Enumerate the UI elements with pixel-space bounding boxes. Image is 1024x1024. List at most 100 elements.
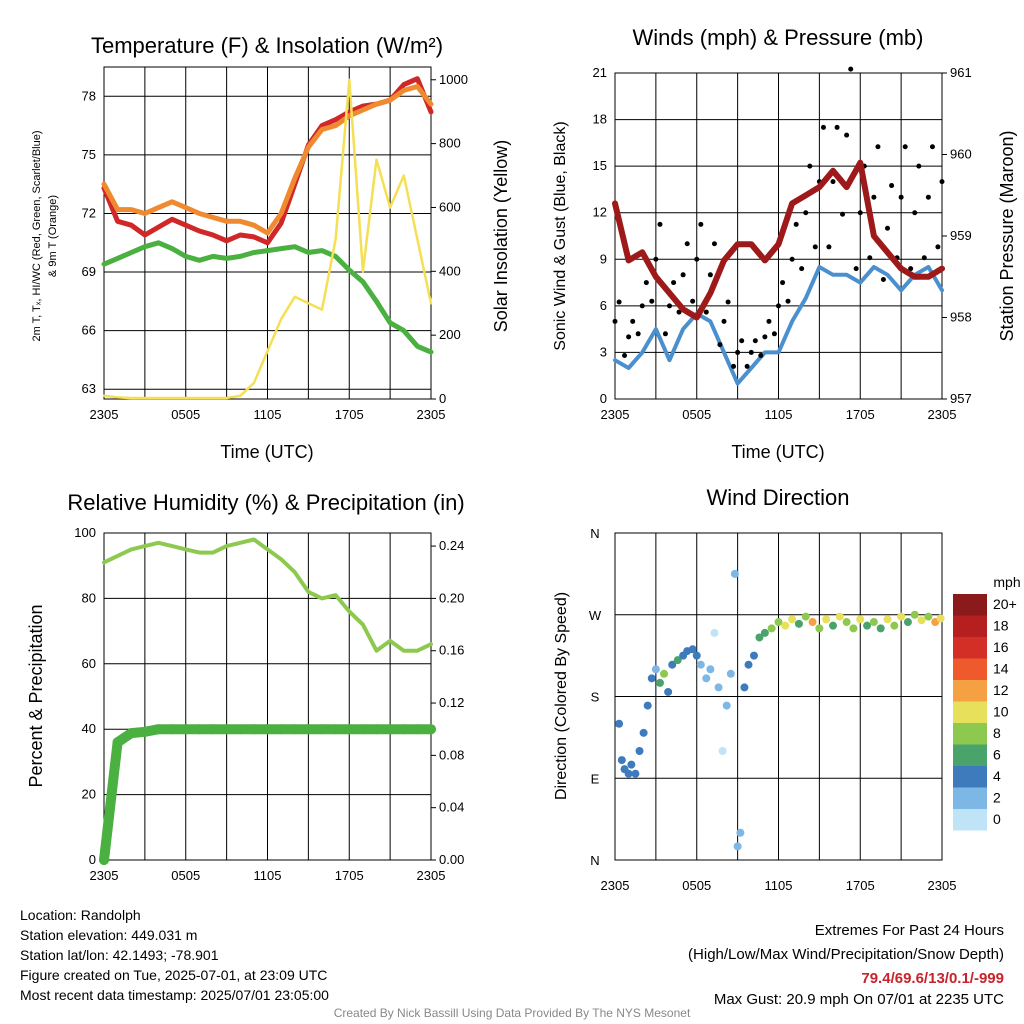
ytick-label-4: E	[591, 771, 600, 786]
temp-xlabel: Time (UTC)	[220, 442, 313, 462]
xtick-label-3: 2305	[417, 868, 446, 883]
dir-ylabel-left: Direction (Colored By Speed)	[553, 592, 570, 800]
direction-point	[788, 615, 797, 624]
xtick-label-4: 2305	[928, 878, 957, 893]
direction-point	[643, 701, 652, 710]
gust-point	[939, 179, 945, 185]
direction-point	[664, 687, 673, 696]
direction-point	[639, 728, 648, 737]
gust-point	[616, 299, 622, 305]
direction-point	[647, 674, 656, 683]
direction-point	[733, 842, 742, 851]
y2tick-label-1: 400	[439, 263, 461, 278]
colorbar-swatch	[953, 723, 987, 745]
gust-point	[657, 221, 663, 227]
gust-point	[725, 299, 731, 305]
gust-point	[758, 353, 764, 359]
xtick-label-3: 1105	[254, 868, 282, 883]
gust-point	[799, 266, 805, 272]
plot-frame-1	[103, 66, 432, 400]
gust-point	[707, 272, 713, 278]
direction-point	[822, 615, 831, 624]
colorbar-label: 6	[993, 747, 1001, 763]
gust-point	[885, 225, 890, 231]
colorbar-swatch	[953, 809, 987, 831]
colorbar-label: 2	[993, 790, 1001, 806]
extremes-values: 79.4/69.6/13/0.1/-999	[861, 970, 1004, 987]
ytick-label-1: 78	[82, 88, 96, 103]
colorbar-label: 16	[993, 639, 1009, 655]
gust-point	[630, 318, 636, 324]
ytick-label-2: 12	[593, 205, 607, 220]
xtick-label-2: 2305	[601, 407, 630, 422]
direction-point	[829, 621, 837, 630]
gust-point	[735, 349, 741, 355]
temp-ylabel-right: Solar Insolation (Yellow)	[491, 140, 511, 332]
direction-point	[842, 618, 851, 627]
direction-point	[726, 669, 735, 678]
direction-point	[635, 747, 644, 755]
series-line-station-pressure	[612, 159, 945, 321]
gust-point	[698, 221, 704, 227]
direction-point	[755, 633, 764, 642]
gust-point	[812, 244, 818, 250]
y2tick-label-2: 957	[950, 391, 972, 406]
gust-point	[921, 255, 927, 261]
ytick-label-2: 21	[593, 65, 607, 80]
gust-point	[780, 280, 786, 286]
xtick-label-4: 1705	[846, 878, 875, 893]
gust-point	[902, 144, 908, 150]
y2tick-label-1: 800	[439, 136, 461, 151]
gust-point	[662, 331, 668, 337]
direction-point	[760, 628, 769, 637]
gust-point	[929, 144, 935, 150]
elevation-text: Station elevation: 449.031 m	[20, 927, 198, 943]
gust-point	[871, 194, 877, 200]
gust-point	[935, 244, 941, 250]
ytick-label-3: 100	[74, 525, 96, 540]
direction-point	[722, 701, 731, 710]
ytick-label-3: 0	[89, 852, 96, 867]
xtick-label-1: 2305	[90, 407, 119, 422]
gust-point	[867, 255, 873, 261]
rh-panel-title: Relative Humidity (%) & Precipitation (i…	[67, 490, 464, 515]
direction-point	[903, 618, 912, 627]
plot-frame-2	[614, 72, 943, 400]
xtick-label-3: 1705	[335, 868, 364, 883]
colorbar-label: 4	[993, 768, 1001, 784]
xtick-label-4: 0505	[682, 878, 711, 893]
direction-point	[688, 645, 697, 654]
gust-point	[721, 318, 727, 324]
direction-point	[924, 612, 933, 621]
ytick-label-2: 3	[600, 344, 607, 359]
gust-point	[653, 256, 659, 262]
extremes-title: Extremes For Past 24 Hours	[814, 922, 1004, 939]
colorbar-swatch	[953, 658, 987, 680]
colorbar-swatch	[953, 615, 987, 637]
xtick-label-4: 1105	[765, 878, 793, 893]
colorbar-swatch	[953, 744, 987, 766]
series-line-relative-humidity	[102, 537, 433, 653]
direction-point	[883, 615, 892, 624]
ytick-label-2: 9	[600, 251, 607, 266]
y2tick-label-3: 0.12	[439, 695, 464, 710]
gust-point	[744, 363, 750, 369]
credit-text: Created By Nick Bassill Using Data Provi…	[333, 1006, 691, 1020]
colorbar-label: 14	[993, 661, 1009, 677]
series-line-sonic-wind	[613, 265, 944, 386]
direction-point	[801, 612, 810, 621]
direction-point	[869, 618, 878, 627]
temp-panel-title: Temperature (F) & Insolation (W/m²)	[91, 33, 443, 58]
series-line-9m-t	[101, 84, 434, 236]
colorbar-label: 10	[993, 704, 1009, 720]
plot-frame-3	[103, 532, 432, 861]
ytick-label-2: 15	[593, 158, 607, 173]
y2tick-label-3: 0.24	[439, 538, 464, 553]
gust-point	[680, 272, 686, 278]
gust-point	[776, 303, 781, 309]
xtick-label-1: 1705	[335, 407, 364, 422]
gust-point	[717, 342, 723, 348]
ytick-label-2: 18	[593, 112, 607, 127]
gust-point	[793, 221, 799, 227]
